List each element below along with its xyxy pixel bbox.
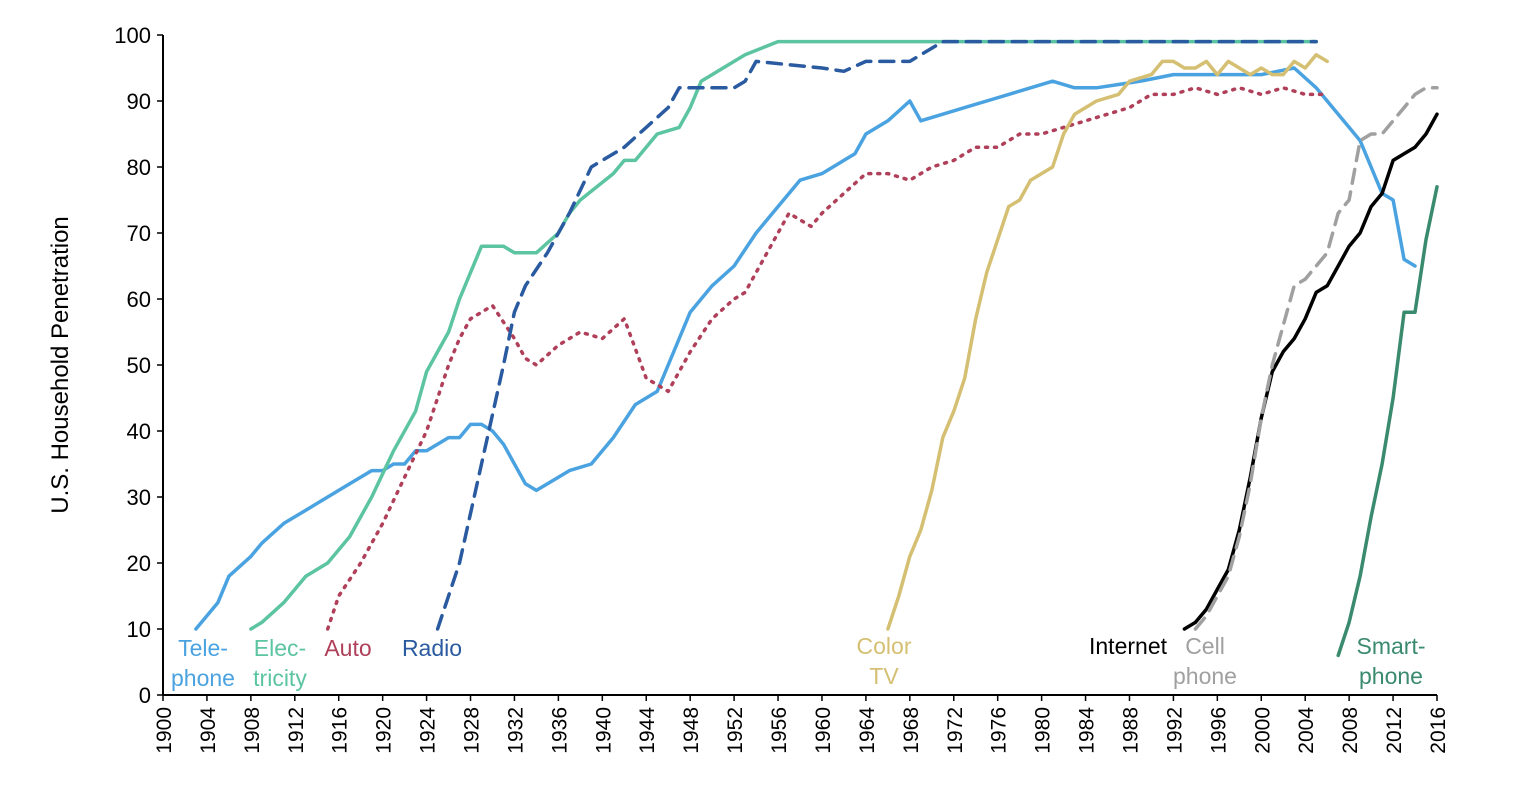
series-label-1: Elec-tricity <box>253 635 307 691</box>
x-tick-label: 1964 <box>856 707 879 754</box>
y-tick-label: 20 <box>127 551 151 576</box>
y-tick-label: 60 <box>127 287 151 312</box>
x-tick-label: 2004 <box>1295 707 1318 754</box>
x-tick-label: 1900 <box>153 707 176 754</box>
x-tick-label: 1908 <box>241 707 264 754</box>
x-tick-label: 1904 <box>197 707 220 754</box>
y-tick-label: 70 <box>127 221 151 246</box>
y-tick-label: 50 <box>127 353 151 378</box>
x-tick-label: 1960 <box>812 707 835 754</box>
y-tick-label: 40 <box>127 419 151 444</box>
series-line-2 <box>325 86 1329 631</box>
series-label-4: Color TV <box>857 633 912 689</box>
x-tick-label: 1976 <box>988 707 1011 754</box>
x-tick-label: 1972 <box>944 707 967 754</box>
x-tick-label: 2000 <box>1251 707 1274 754</box>
x-tick-label: 1980 <box>1032 707 1055 754</box>
x-tick-label: 1940 <box>592 707 615 754</box>
y-axis-label: U.S. Household Penetration <box>47 216 74 514</box>
y-tick-label: 80 <box>127 155 151 180</box>
x-tick-label: 1996 <box>1207 707 1230 754</box>
series-line-5 <box>1182 112 1439 631</box>
x-tick-label: 1916 <box>329 707 352 754</box>
x-tick-label: 2008 <box>1339 707 1362 754</box>
x-tick-label: 1932 <box>504 707 527 754</box>
x-tick-label: 1968 <box>900 707 923 754</box>
x-tick-label: 2016 <box>1427 707 1450 754</box>
x-tick-label: 1988 <box>1119 707 1142 754</box>
series-label-6: Cell phone <box>1173 633 1237 689</box>
x-tick-label: 1928 <box>461 707 484 754</box>
series-label-7: Smart-phone <box>1357 633 1426 689</box>
series-line-6 <box>1193 86 1439 631</box>
series-line-3 <box>435 39 1318 631</box>
x-tick-label: 1944 <box>636 707 659 754</box>
x-tick-label: 1952 <box>724 707 747 754</box>
x-tick-label: 1912 <box>285 707 308 754</box>
series-label-3: Radio <box>402 635 462 661</box>
x-tick-label: 1956 <box>768 707 791 754</box>
x-tick-label: 1936 <box>548 707 571 754</box>
y-tick-label: 10 <box>127 617 151 642</box>
series-label-0: Tele-phone <box>171 635 235 691</box>
series-line-0 <box>194 66 1417 631</box>
x-tick-label: 1920 <box>373 707 396 754</box>
series-line-1 <box>249 39 1318 631</box>
x-tick-label: 1984 <box>1076 707 1099 754</box>
y-tick-label: 100 <box>114 23 151 48</box>
x-tick-label: 2012 <box>1383 707 1406 754</box>
x-tick-label: 1948 <box>680 707 703 754</box>
y-tick-label: 30 <box>127 485 151 510</box>
series-label-2: Auto <box>324 635 371 661</box>
y-tick-label: 90 <box>127 89 151 114</box>
x-tick-label: 1992 <box>1163 707 1186 754</box>
series-label-5: Internet <box>1089 633 1168 659</box>
series-line-4 <box>886 53 1329 631</box>
series-line-7 <box>1336 185 1439 658</box>
x-tick-label: 1924 <box>417 707 440 754</box>
y-tick-label: 0 <box>139 683 151 708</box>
